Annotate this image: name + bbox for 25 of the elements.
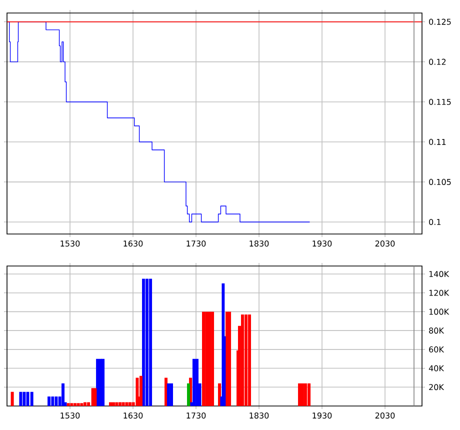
y-tick-label: 0.12 [429, 58, 446, 65]
x-tick-label: 1830 [250, 240, 269, 247]
y-tick-label: 80K [429, 328, 444, 334]
x-tick-label: 1530 [60, 412, 80, 419]
x-tick-label: 1630 [124, 240, 143, 247]
y-tick-label: 0.125 [429, 18, 451, 25]
y-tick-label: 0.11 [429, 138, 446, 145]
x-tick-label: 2030 [375, 240, 395, 247]
x-tick-label: 1730 [186, 240, 206, 247]
y-tick-label: 100K [429, 308, 450, 315]
y-tick-label: 0.105 [429, 178, 451, 185]
x-tick-label: 1530 [60, 240, 80, 247]
x-tick-label: 1630 [124, 412, 143, 419]
y-tick-label: 60K [429, 346, 444, 352]
y-tick-label: 120K [429, 290, 450, 296]
y-tick-label: 0.115 [429, 98, 451, 105]
y-tick-label: 0.1 [429, 218, 441, 225]
x-tick-label: 1930 [312, 240, 332, 247]
y-tick-label: 20K [429, 384, 444, 390]
x-tick-label: 1930 [312, 412, 332, 419]
x-tick-label: 1730 [186, 412, 206, 419]
x-tick-label: 1830 [250, 412, 269, 419]
y-tick-label: 40K [428, 365, 444, 372]
x-tick-label: 2030 [375, 412, 395, 419]
y-tick-label: 140K [429, 270, 450, 278]
